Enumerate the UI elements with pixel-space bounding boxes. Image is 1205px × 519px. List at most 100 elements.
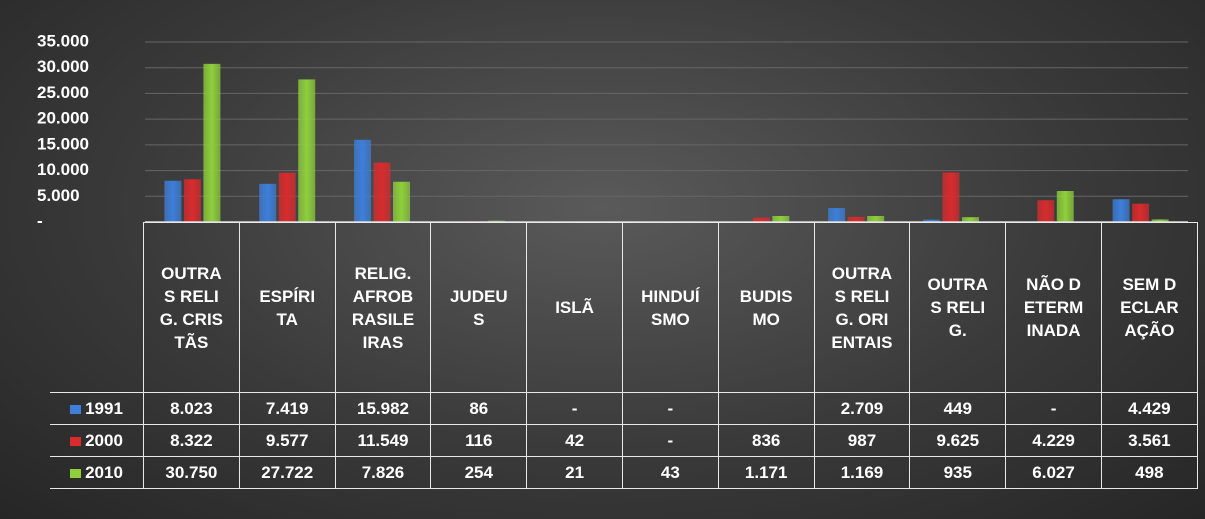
category-label: BUDISMO [739, 286, 793, 329]
category-cell: OUTRAS RELIG. [909, 222, 1007, 393]
value-label: 6.027 [1032, 462, 1075, 482]
value-cell: 42 [526, 424, 623, 457]
value-cell: 15.982 [334, 392, 432, 425]
value-cell: 7.826 [334, 456, 432, 489]
bar [393, 181, 411, 222]
value-cell: - [621, 424, 719, 457]
value-cell: 3.561 [1100, 424, 1198, 457]
category-label: RELIG. AFROBRASILEIRAS [351, 263, 415, 352]
bar [942, 172, 960, 222]
legend-swatch [70, 404, 82, 414]
bar [354, 139, 372, 222]
data-row: 2010 30.750 27.722 7.826 254 21 43 1.171 1.169 93… [50, 456, 1198, 489]
value-cell: - [526, 392, 623, 425]
category-cell: BUDISMO [717, 222, 815, 393]
value-label: 987 [847, 430, 877, 450]
value-cell: 11.549 [334, 424, 432, 457]
value-label: 8.023 [170, 398, 213, 418]
value-label: - [571, 398, 578, 418]
value-cell: 935 [909, 456, 1007, 489]
legend-swatch [70, 468, 82, 478]
category-label: HINDUÍSMO [641, 286, 700, 329]
category-label: OUTRAS RELIG. ORIENTAIS [831, 263, 893, 352]
y-tick-label: 25.000 [37, 83, 89, 102]
bar [259, 183, 277, 222]
value-label: 9.625 [936, 430, 980, 450]
value-cell: 7.419 [238, 392, 336, 425]
value-cell: 498 [1100, 456, 1198, 489]
bar [298, 79, 316, 222]
category-cell: OUTRAS RELIG. CRISTÃS [143, 222, 240, 393]
bar [961, 217, 979, 222]
value-label: 254 [464, 462, 493, 482]
value-cell: 836 [717, 424, 815, 457]
value-label: - [667, 398, 674, 418]
y-tick-label: 35.000 [37, 31, 89, 50]
legend-label: 1991 [85, 398, 123, 418]
value-cell: 6.027 [1005, 456, 1102, 489]
value-cell: 1.171 [717, 456, 815, 489]
y-tick-label: 10.000 [37, 160, 89, 179]
value-label: 116 [465, 430, 493, 450]
value-label: 86 [469, 398, 489, 418]
value-label: - [1050, 398, 1057, 418]
value-cell: 2.709 [813, 392, 911, 425]
category-label: JUDEUS [449, 286, 508, 329]
bar [164, 180, 182, 222]
legend-cell: 2010 [50, 456, 144, 489]
value-cell: 9.577 [238, 424, 336, 457]
category-cell: OUTRAS RELIG. ORIENTAIS [813, 222, 911, 393]
bar [183, 179, 201, 222]
value-cell: 86 [430, 392, 528, 425]
value-label: 4.429 [1128, 398, 1171, 418]
bar [867, 215, 885, 222]
data-row: 2000 8.322 9.577 11.549 116 42 - 836 987 9.625 4.2… [50, 424, 1198, 457]
value-label: 1.171 [744, 462, 788, 482]
y-tick-label: 15.000 [37, 134, 89, 153]
value-cell: 449 [909, 392, 1007, 425]
category-label: ESPÍRITA [259, 286, 316, 329]
bar [1132, 203, 1150, 222]
bar [203, 63, 221, 222]
bar [752, 217, 770, 222]
category-label: SEM DECLARAÇÃO [1120, 275, 1179, 340]
category-cell: NÃO DETERMINADA [1005, 222, 1102, 393]
value-cell: 8.322 [143, 424, 240, 457]
bar [373, 162, 391, 222]
value-label: 935 [943, 462, 972, 482]
bar [1056, 191, 1074, 222]
value-cell [717, 392, 815, 425]
value-label: 498 [1135, 462, 1164, 482]
bar [1151, 219, 1169, 222]
legend-label: 2000 [85, 430, 123, 450]
category-cell: ESPÍRITA [238, 222, 336, 393]
category-cell: SEM DECLARAÇÃO [1100, 222, 1198, 393]
value-label: 2.709 [840, 398, 884, 418]
legend-cell: 2000 [50, 424, 144, 457]
bar [772, 215, 790, 222]
value-label: 836 [751, 430, 781, 450]
category-cell: JUDEUS [430, 222, 528, 393]
value-label: - [667, 430, 674, 450]
value-cell: 9.625 [909, 424, 1007, 457]
category-cell: RELIG. AFROBRASILEIRAS [334, 222, 432, 393]
value-cell: - [621, 392, 719, 425]
value-cell: 987 [813, 424, 911, 457]
y-tick-label: 20.000 [37, 109, 89, 128]
value-cell: 27.722 [238, 456, 336, 489]
value-label: 7.826 [361, 462, 405, 482]
value-cell: 8.023 [143, 392, 240, 425]
value-label: 43 [660, 462, 680, 482]
value-label: 15.982 [356, 398, 409, 418]
bar [1037, 200, 1055, 222]
value-label: 11.549 [357, 430, 409, 450]
value-label: 8.322 [170, 430, 213, 450]
value-label: 9.577 [265, 430, 309, 450]
bar [1112, 199, 1130, 222]
legend-label: 2010 [85, 462, 123, 482]
bar [828, 208, 846, 222]
value-cell: 254 [430, 456, 528, 489]
data-row: 1991 8.023 7.419 15.982 86 - - 2.709 449 - 4.429 [50, 392, 1198, 425]
value-label: 30.750 [165, 462, 218, 482]
category-cell: ISLÃ [526, 222, 623, 393]
